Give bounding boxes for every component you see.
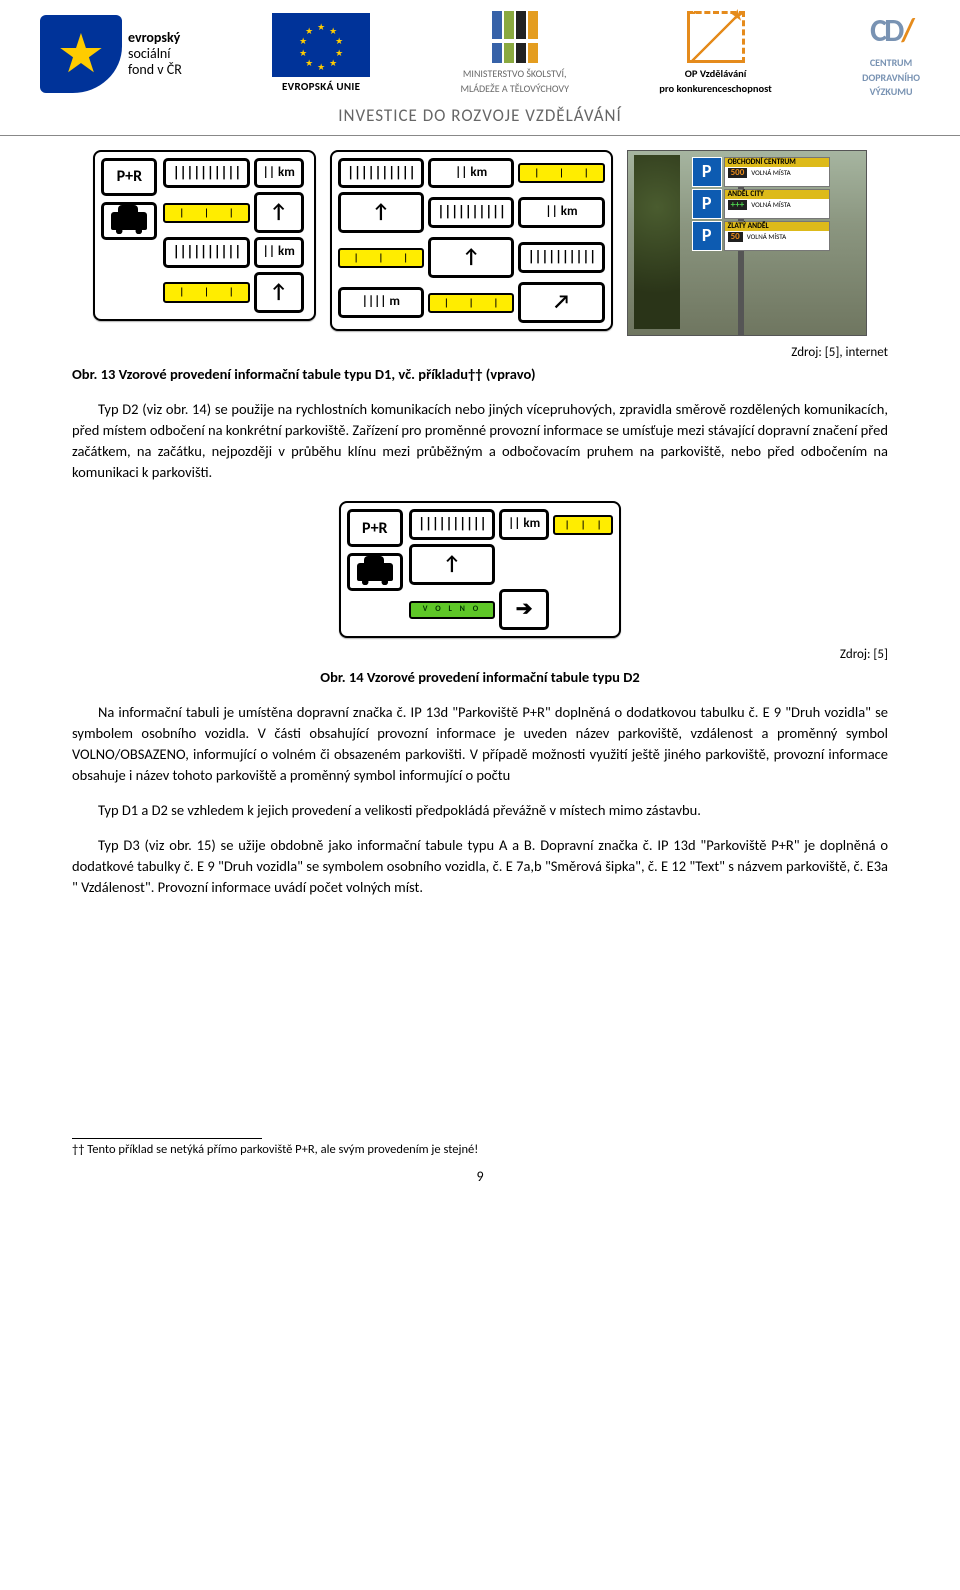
photo-num: 500 bbox=[728, 168, 748, 177]
opvk-line1: OP Vzdělávání bbox=[685, 66, 747, 81]
dist-ticks: |||||||||| bbox=[163, 158, 249, 189]
yellow-bar: ||| bbox=[338, 248, 424, 269]
green-volno-bar: V O L N O bbox=[409, 601, 495, 619]
car-plate bbox=[101, 202, 157, 240]
esf-text: evropský sociální fond v ČR bbox=[128, 30, 182, 78]
page-content: P+R |||||||||| || km ||| ↑ |||||||||| ||… bbox=[0, 136, 960, 1208]
photo-info: ZLATÝ ANDĚL 50 VOLNÁ MÍSTA bbox=[724, 221, 830, 251]
parking-p-icon: P bbox=[692, 157, 722, 187]
cdv-line2: DOPRAVNÍHO bbox=[862, 71, 920, 86]
footnote-rule bbox=[72, 1138, 262, 1139]
arrow-up-icon: ↑ bbox=[254, 192, 304, 233]
figure-14-caption: Obr. 14 Vzorové provedení informační tab… bbox=[72, 667, 888, 688]
yellow-bar: ||| bbox=[428, 293, 514, 314]
opvk-icon bbox=[687, 11, 745, 63]
km-plate: || km bbox=[428, 158, 514, 189]
photo-info: OBCHODNÍ CENTRUM 500VOLNÁ MÍSTA bbox=[724, 157, 830, 187]
footnote: †† Tento příklad se netýká přímo parkovi… bbox=[72, 1141, 888, 1159]
figure-13-source: Zdroj: [5], internet bbox=[72, 344, 888, 363]
photo-stat: VOLNÁ MÍSTA bbox=[747, 233, 786, 240]
figure-14-source: Zdroj: [5] bbox=[72, 646, 888, 665]
eu-caption: EVROPSKÁ UNIE bbox=[282, 79, 360, 95]
figure-14: P+R |||||||||| || km ||| ↑ V O L N O ➔ bbox=[72, 501, 888, 638]
car-icon bbox=[357, 563, 393, 581]
msmt-logo: MINISTERSTVO ŠKOLSTVÍ, MLÁDEŽE A TĚLOVÝC… bbox=[460, 11, 568, 96]
cdv-line1: CENTRUM bbox=[870, 56, 912, 71]
msmt-line1: MINISTERSTVO ŠKOLSTVÍ, bbox=[463, 67, 567, 82]
dist-ticks: |||||||||| bbox=[518, 242, 604, 273]
sign-panel-d1b: |||||||||| || km ||| ↑ |||||||||| || km … bbox=[330, 150, 613, 332]
dist-ticks: |||||||||| bbox=[163, 237, 249, 268]
pr-plate: P+R bbox=[347, 509, 403, 547]
figure-13-caption: Obr. 13 Vzorové provedení informační tab… bbox=[72, 364, 888, 385]
cdv-logo: CD/ CENTRUM DOPRAVNÍHO VÝZKUMU bbox=[862, 8, 920, 100]
photo-signs: P OBCHODNÍ CENTRUM 500VOLNÁ MÍSTA P ANDĚ… bbox=[692, 157, 830, 251]
paragraph-4: Typ D3 (viz obr. 15) se užije obdobně ja… bbox=[72, 835, 888, 898]
paragraph-1: Typ D2 (viz obr. 14) se použije na rychl… bbox=[72, 399, 888, 483]
pr-plate: P+R bbox=[101, 158, 157, 196]
km-plate: || km bbox=[518, 197, 604, 228]
yellow-bar: ||| bbox=[518, 163, 604, 184]
dist-ticks: |||||||||| bbox=[338, 158, 424, 189]
esf-line3: fond v ČR bbox=[128, 62, 182, 78]
example-photo: P OBCHODNÍ CENTRUM 500VOLNÁ MÍSTA P ANDĚ… bbox=[627, 150, 867, 336]
sign-panel-d1: P+R |||||||||| || km ||| ↑ |||||||||| ||… bbox=[93, 150, 315, 322]
photo-name: OBCHODNÍ CENTRUM bbox=[725, 158, 829, 168]
m-plate: |||| m bbox=[338, 287, 424, 318]
opvk-logo: OP Vzdělávání pro konkurenceschopnost bbox=[659, 11, 772, 96]
investice-heading: INVESTICE DO ROZVOJE VZDĚLÁVÁNÍ bbox=[0, 104, 960, 136]
photo-stat: VOLNÁ MÍSTA bbox=[751, 169, 790, 176]
arrow-up-icon: ↑ bbox=[338, 192, 424, 233]
esf-line1: evropský bbox=[128, 30, 182, 46]
arrow-up-icon: ↑ bbox=[409, 544, 495, 585]
yellow-bar: ||| bbox=[163, 282, 249, 303]
km-plate: || km bbox=[499, 509, 549, 540]
cdv-icon: CD/ bbox=[870, 8, 912, 54]
arrow-upright-icon: ↗ bbox=[518, 282, 604, 323]
parking-p-icon: P bbox=[692, 221, 722, 251]
header-logo-band: ★ evropský sociální fond v ČR ★★ ★★ ★★ ★… bbox=[0, 0, 960, 100]
photo-info: ANDĚL CITY +++VOLNÁ MÍSTA bbox=[724, 189, 830, 219]
photo-stat: VOLNÁ MÍSTA bbox=[751, 201, 790, 208]
msmt-line2: MLÁDEŽE A TĚLOVÝCHOVY bbox=[460, 82, 568, 97]
km-plate: || km bbox=[254, 158, 304, 189]
paragraph-3: Typ D1 a D2 se vzhledem k jejich provede… bbox=[72, 800, 888, 821]
photo-num: 50 bbox=[728, 232, 743, 241]
esf-star-icon: ★ bbox=[40, 15, 122, 93]
photo-name: ZLATÝ ANDĚL bbox=[725, 222, 829, 232]
arrow-up-icon: ↑ bbox=[428, 237, 514, 278]
eu-logo: ★★ ★★ ★★ ★★ ★★ EVROPSKÁ UNIE bbox=[272, 13, 370, 95]
yellow-bar: ||| bbox=[163, 203, 249, 224]
arrow-right-icon: ➔ bbox=[499, 589, 549, 630]
sign-panel-d2: P+R |||||||||| || km ||| ↑ V O L N O ➔ bbox=[339, 501, 621, 638]
car-icon bbox=[111, 212, 147, 230]
arrow-up-icon: ↑ bbox=[254, 272, 304, 313]
figure-13-row: P+R |||||||||| || km ||| ↑ |||||||||| ||… bbox=[72, 150, 888, 336]
page-number: 9 bbox=[72, 1167, 888, 1187]
cdv-line3: VÝZKUMU bbox=[870, 85, 913, 100]
paragraph-2: Na informační tabuli je umístěna dopravn… bbox=[72, 702, 888, 786]
dist-ticks: |||||||||| bbox=[409, 509, 495, 540]
parking-p-icon: P bbox=[692, 189, 722, 219]
esf-logo: ★ evropský sociální fond v ČR bbox=[40, 15, 182, 93]
eu-flag-icon: ★★ ★★ ★★ ★★ ★★ bbox=[272, 13, 370, 77]
opvk-line2: pro konkurenceschopnost bbox=[659, 81, 772, 96]
km-plate: || km bbox=[254, 237, 304, 268]
msmt-icon bbox=[492, 11, 538, 63]
photo-name: ANDĚL CITY bbox=[725, 190, 829, 200]
esf-line2: sociální bbox=[128, 46, 182, 62]
photo-num: +++ bbox=[728, 200, 748, 209]
photo-tree bbox=[634, 155, 680, 329]
car-plate bbox=[347, 553, 403, 591]
dist-ticks: |||||||||| bbox=[428, 197, 514, 228]
yellow-bar: ||| bbox=[553, 515, 613, 536]
